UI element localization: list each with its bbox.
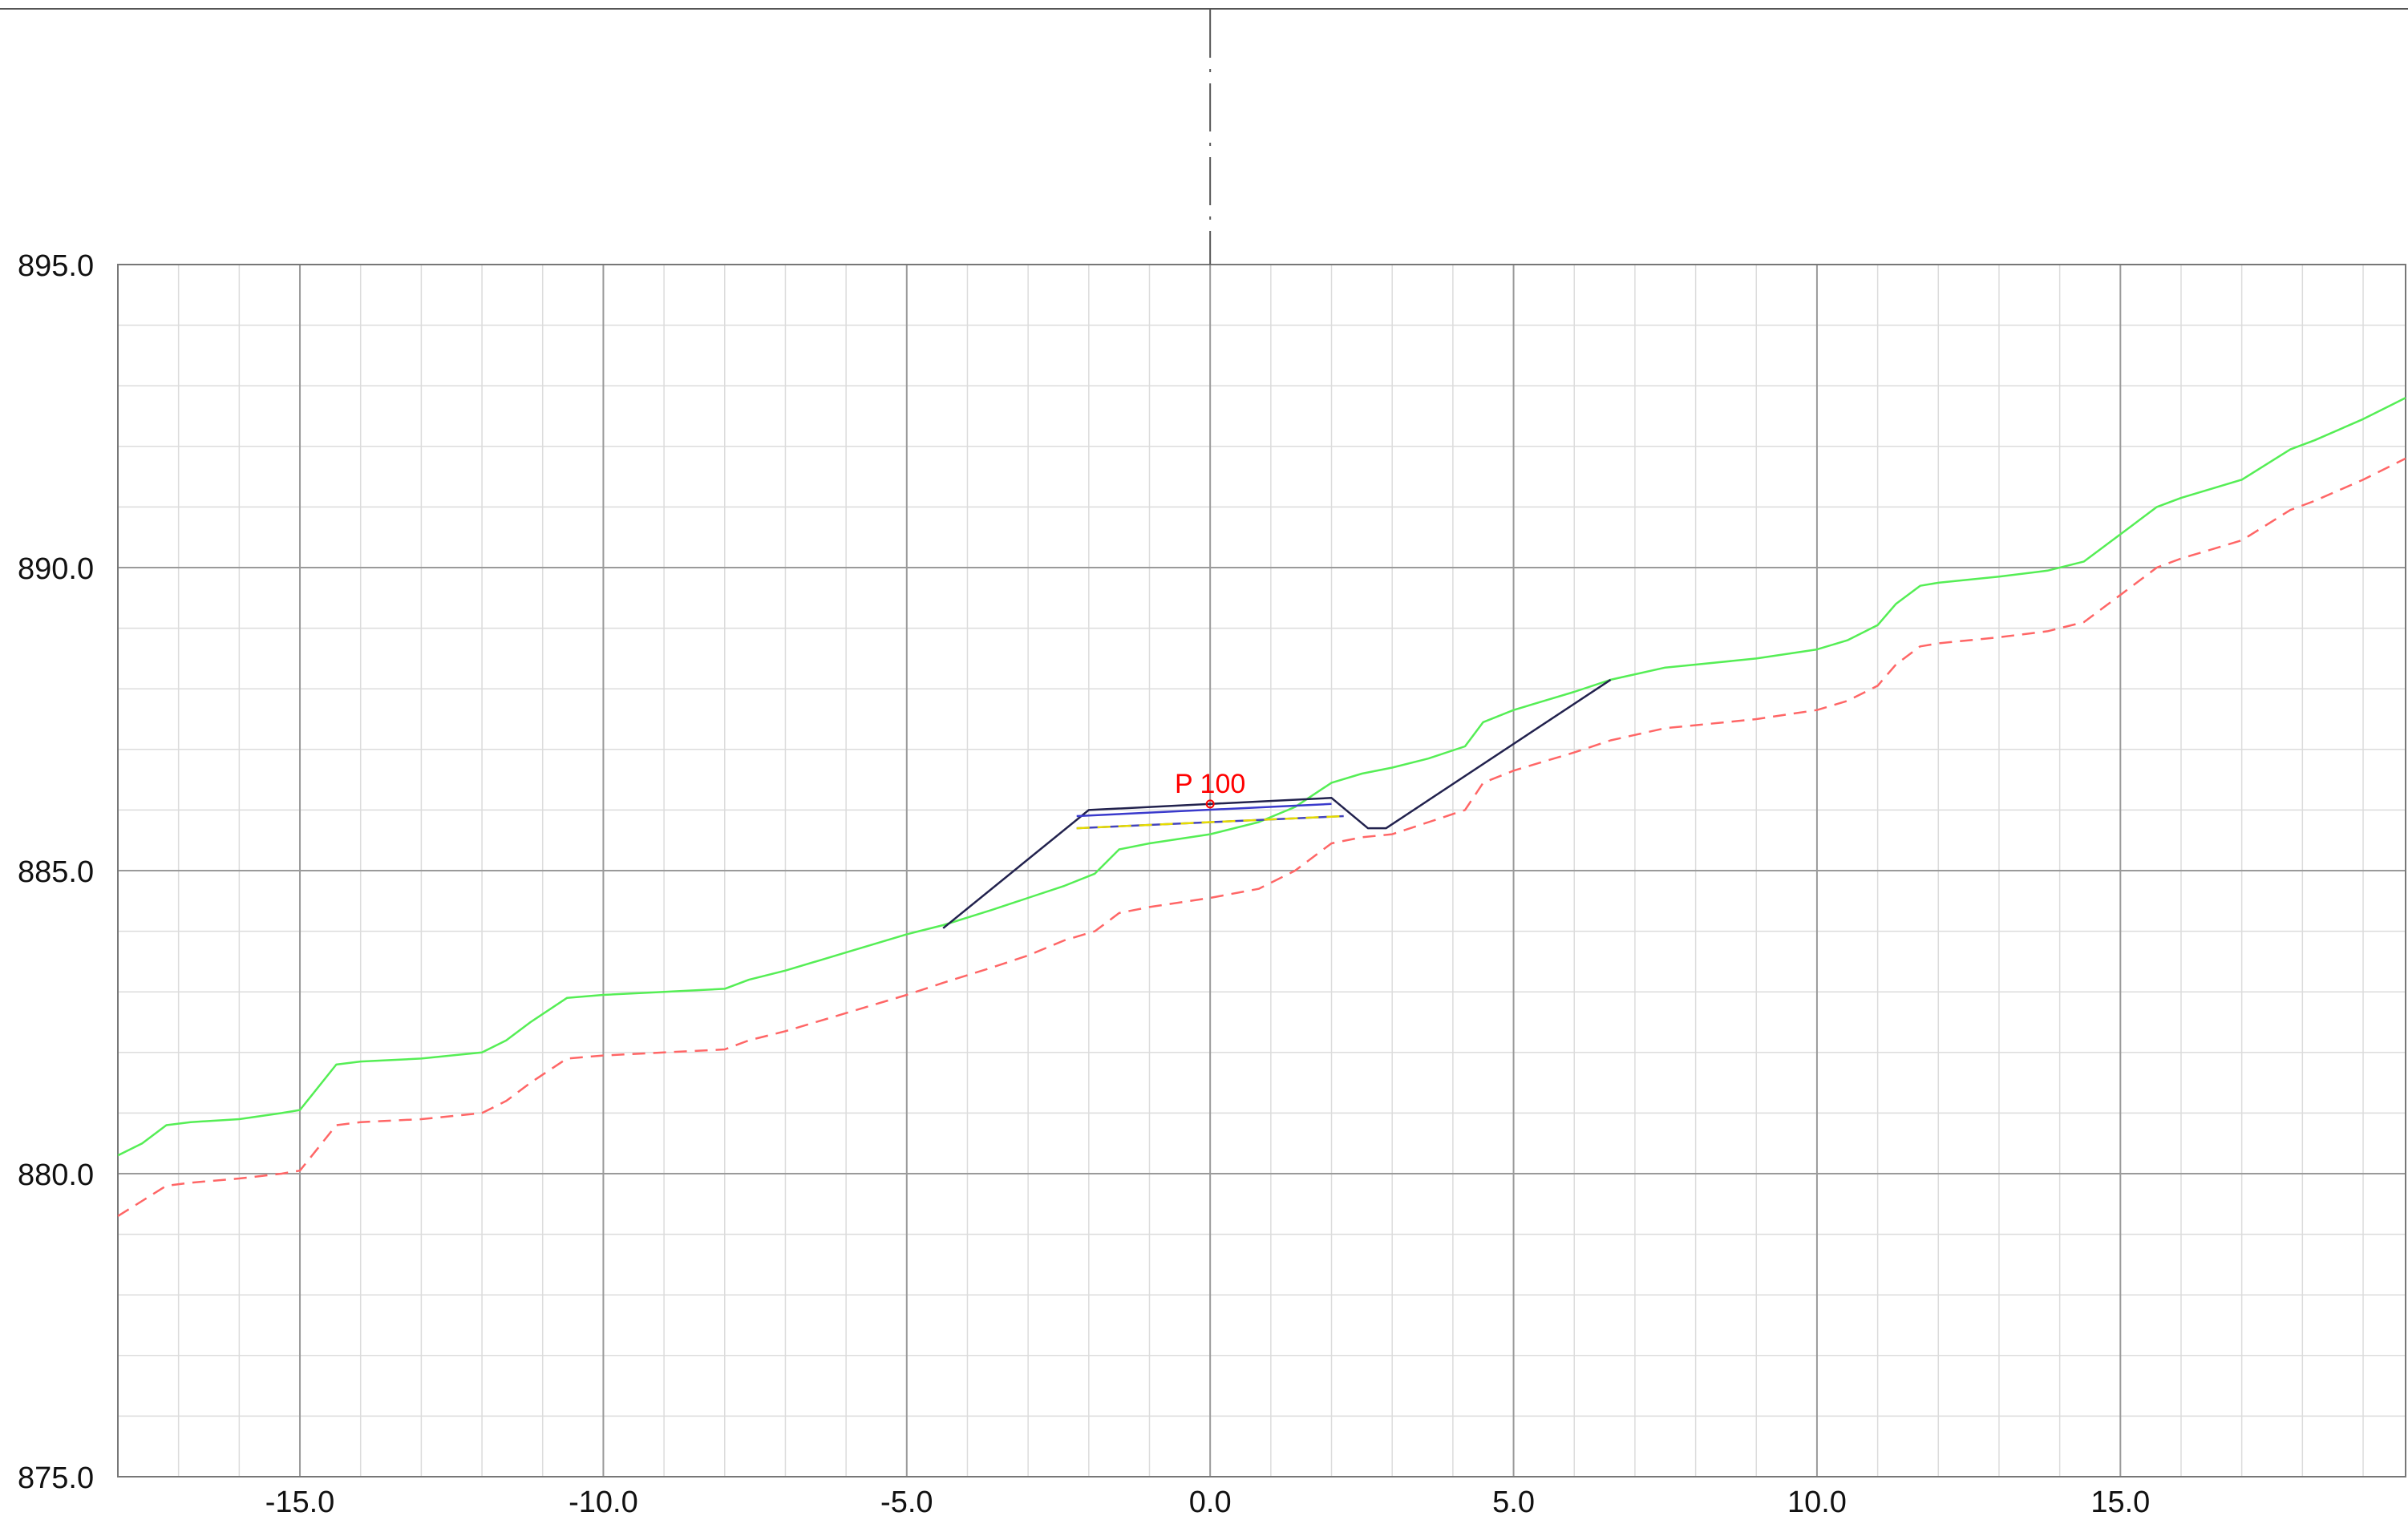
x-tick-label: 5.0 — [1492, 1486, 1535, 1519]
series-line-terrain — [117, 397, 2406, 1157]
series-layer — [117, 397, 2406, 1217]
y-tick-label: 880.0 — [18, 1158, 94, 1192]
series-line-pavement-layer — [1076, 802, 1332, 818]
y-tick-label: 875.0 — [18, 1461, 94, 1495]
x-tick-label: 10.0 — [1787, 1486, 1847, 1519]
x-tick-label: -10.0 — [569, 1486, 638, 1519]
annotation-layer: P 100 — [1175, 769, 1245, 809]
y-tick-label: 885.0 — [18, 855, 94, 889]
x-tick-label: 0.0 — [1189, 1486, 1232, 1519]
x-tick-label: 15.0 — [2090, 1486, 2150, 1519]
plot-frame — [117, 264, 2406, 1478]
annotation-label: P 100 — [1175, 769, 1245, 799]
y-tick-label: 895.0 — [18, 249, 94, 283]
series-line-design-outline — [942, 678, 1612, 929]
x-axis-tick-labels: -15.0 -10.0 -5.0 0.0 5.0 10.0 15.0 — [265, 1486, 2151, 1519]
annotation-point-marker — [1205, 799, 1215, 809]
y-tick-label: 890.0 — [18, 552, 94, 586]
x-tick-label: -5.0 — [880, 1486, 933, 1519]
series-line-base-layer-accent — [1076, 815, 1344, 830]
y-axis-tick-labels: 875.0 880.0 885.0 890.0 895.0 — [18, 249, 94, 1495]
series-line-subgrade — [117, 457, 2406, 1217]
x-tick-label: -15.0 — [265, 1486, 335, 1519]
